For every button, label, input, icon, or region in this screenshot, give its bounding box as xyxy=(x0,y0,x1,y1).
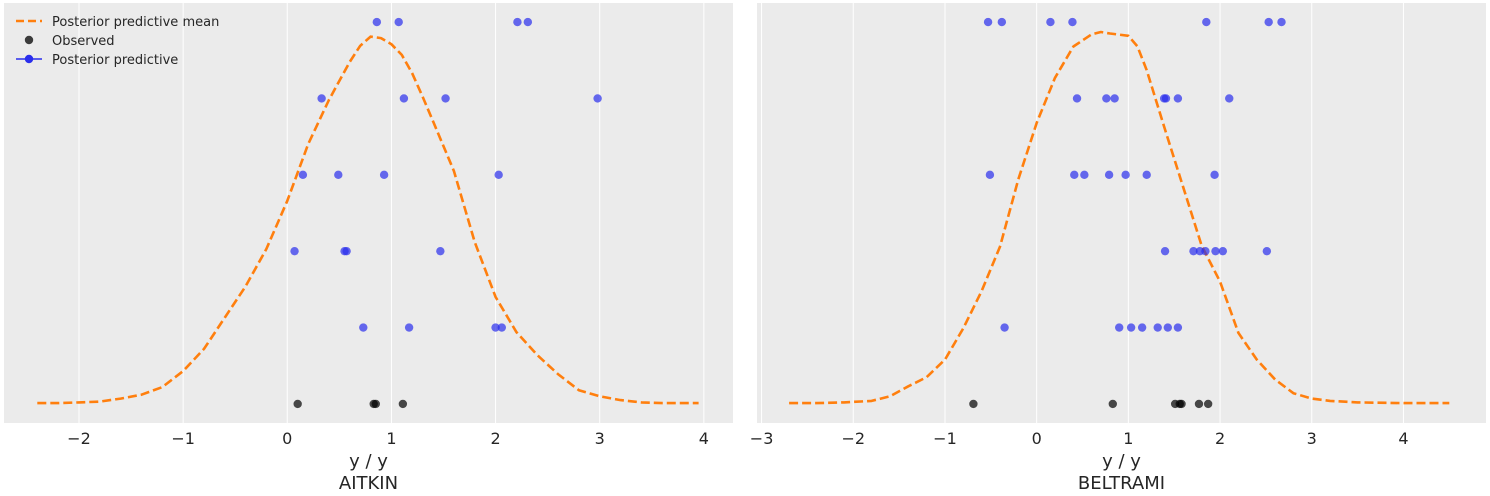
posterior-predictive-point xyxy=(334,170,343,180)
posterior-predictive-point xyxy=(441,94,450,103)
posterior-predictive-point xyxy=(372,17,382,27)
posterior-predictive-point xyxy=(1153,323,1162,332)
posterior-predictive-point xyxy=(985,170,995,180)
posterior-predictive-mean-line xyxy=(37,35,699,405)
x-tick-label: 0 xyxy=(1032,429,1042,448)
panel-title: BELTRAMI xyxy=(1078,473,1165,494)
legend-marker-predictive xyxy=(24,54,34,64)
posterior-predictive-point xyxy=(1104,170,1114,180)
posterior-predictive-point xyxy=(523,17,533,27)
x-tick-label: 3 xyxy=(595,429,605,448)
legend-label: Posterior predictive xyxy=(52,53,178,68)
posterior-predictive-point xyxy=(394,17,403,27)
x-tick-label: 4 xyxy=(1398,429,1408,448)
x-axis-label: y / y xyxy=(1102,451,1141,472)
posterior-predictive-point xyxy=(497,323,507,332)
observed-point xyxy=(969,399,978,409)
x-tick-label: 2 xyxy=(1215,429,1225,448)
x-axis-label: y / y xyxy=(349,451,388,472)
posterior-predictive-point xyxy=(1046,17,1055,27)
posterior-predictive-point xyxy=(1262,246,1272,256)
x-tick-label: 0 xyxy=(282,429,292,448)
posterior-predictive-point xyxy=(1080,170,1089,180)
posterior-predictive-point xyxy=(1277,17,1286,27)
posterior-predictive-point xyxy=(1210,170,1219,180)
observed-point xyxy=(398,399,408,409)
posterior-predictive-point xyxy=(1189,246,1198,256)
x-tick-label: −2 xyxy=(841,429,865,448)
posterior-predictive-point xyxy=(1163,323,1173,332)
legend-label: Observed xyxy=(52,34,115,49)
posterior-predictive-point xyxy=(1000,323,1009,332)
x-tick-label: 1 xyxy=(1123,429,1133,448)
posterior-predictive-point xyxy=(359,323,368,332)
observed-point xyxy=(371,399,380,409)
x-tick-label: −1 xyxy=(933,429,957,448)
plot-background xyxy=(4,3,733,423)
plot-background xyxy=(757,3,1486,423)
observed-point xyxy=(1108,399,1117,409)
posterior-predictive-point xyxy=(1126,323,1136,332)
observed-point xyxy=(1194,399,1204,409)
observed-point xyxy=(293,399,302,409)
posterior-predictive-point xyxy=(513,17,522,27)
posterior-predictive-point xyxy=(1142,170,1151,180)
posterior-predictive-point xyxy=(1072,94,1082,103)
observed-point xyxy=(1203,399,1213,409)
posterior-predictive-point xyxy=(436,246,445,256)
posterior-predictive-point xyxy=(399,94,409,103)
posterior-predictive-point xyxy=(1202,17,1211,27)
posterior-predictive-point xyxy=(1110,94,1119,103)
posterior-predictive-point xyxy=(1160,246,1170,256)
posterior-predictive-point xyxy=(494,170,503,180)
posterior-predictive-point xyxy=(983,17,993,27)
x-tick-label: −3 xyxy=(750,429,774,448)
posterior-predictive-point xyxy=(1173,94,1183,103)
x-tick-label: 2 xyxy=(490,429,500,448)
posterior-predictive-point xyxy=(997,17,1007,27)
posterior-predictive-point xyxy=(1115,323,1124,332)
posterior-predictive-point xyxy=(1211,246,1220,256)
posterior-predictive-point xyxy=(298,170,308,180)
posterior-predictive-point xyxy=(1173,323,1183,332)
posterior-predictive-point xyxy=(1225,94,1234,103)
posterior-predictive-point xyxy=(1137,323,1147,332)
posterior-predictive-point xyxy=(1201,246,1210,256)
posterior-predictive-point xyxy=(1068,17,1077,27)
posterior-predictive-point xyxy=(342,246,351,256)
x-tick-label: 4 xyxy=(699,429,709,448)
x-tick-label: −2 xyxy=(67,429,91,448)
posterior-predictive-point xyxy=(1102,94,1111,103)
posterior-predictive-point xyxy=(317,94,326,103)
legend: Posterior predictive mean Observed Posteri… xyxy=(16,15,219,68)
posterior-predictive-point xyxy=(290,246,299,256)
posterior-predictive-point xyxy=(1121,170,1130,180)
posterior-predictive-point xyxy=(1264,17,1273,27)
observed-point xyxy=(1177,399,1186,409)
posterior-predictive-point xyxy=(404,323,414,332)
posterior-predictive-point xyxy=(379,170,389,180)
posterior-predictive-point xyxy=(491,323,500,332)
panel-title: AITKIN xyxy=(339,473,398,494)
posterior-predictive-mean-line xyxy=(789,30,1450,405)
posterior-predictive-point xyxy=(593,94,602,103)
posterior-predictive-point xyxy=(1218,246,1228,256)
x-tick-label: −1 xyxy=(171,429,195,448)
x-tick-label: 3 xyxy=(1307,429,1317,448)
legend-label: Posterior predictive mean xyxy=(52,15,219,30)
posterior-predictive-point xyxy=(1161,94,1171,103)
posterior-predictive-point xyxy=(1070,170,1079,180)
x-tick-label: 1 xyxy=(386,429,396,448)
legend-marker-observed xyxy=(24,35,34,45)
